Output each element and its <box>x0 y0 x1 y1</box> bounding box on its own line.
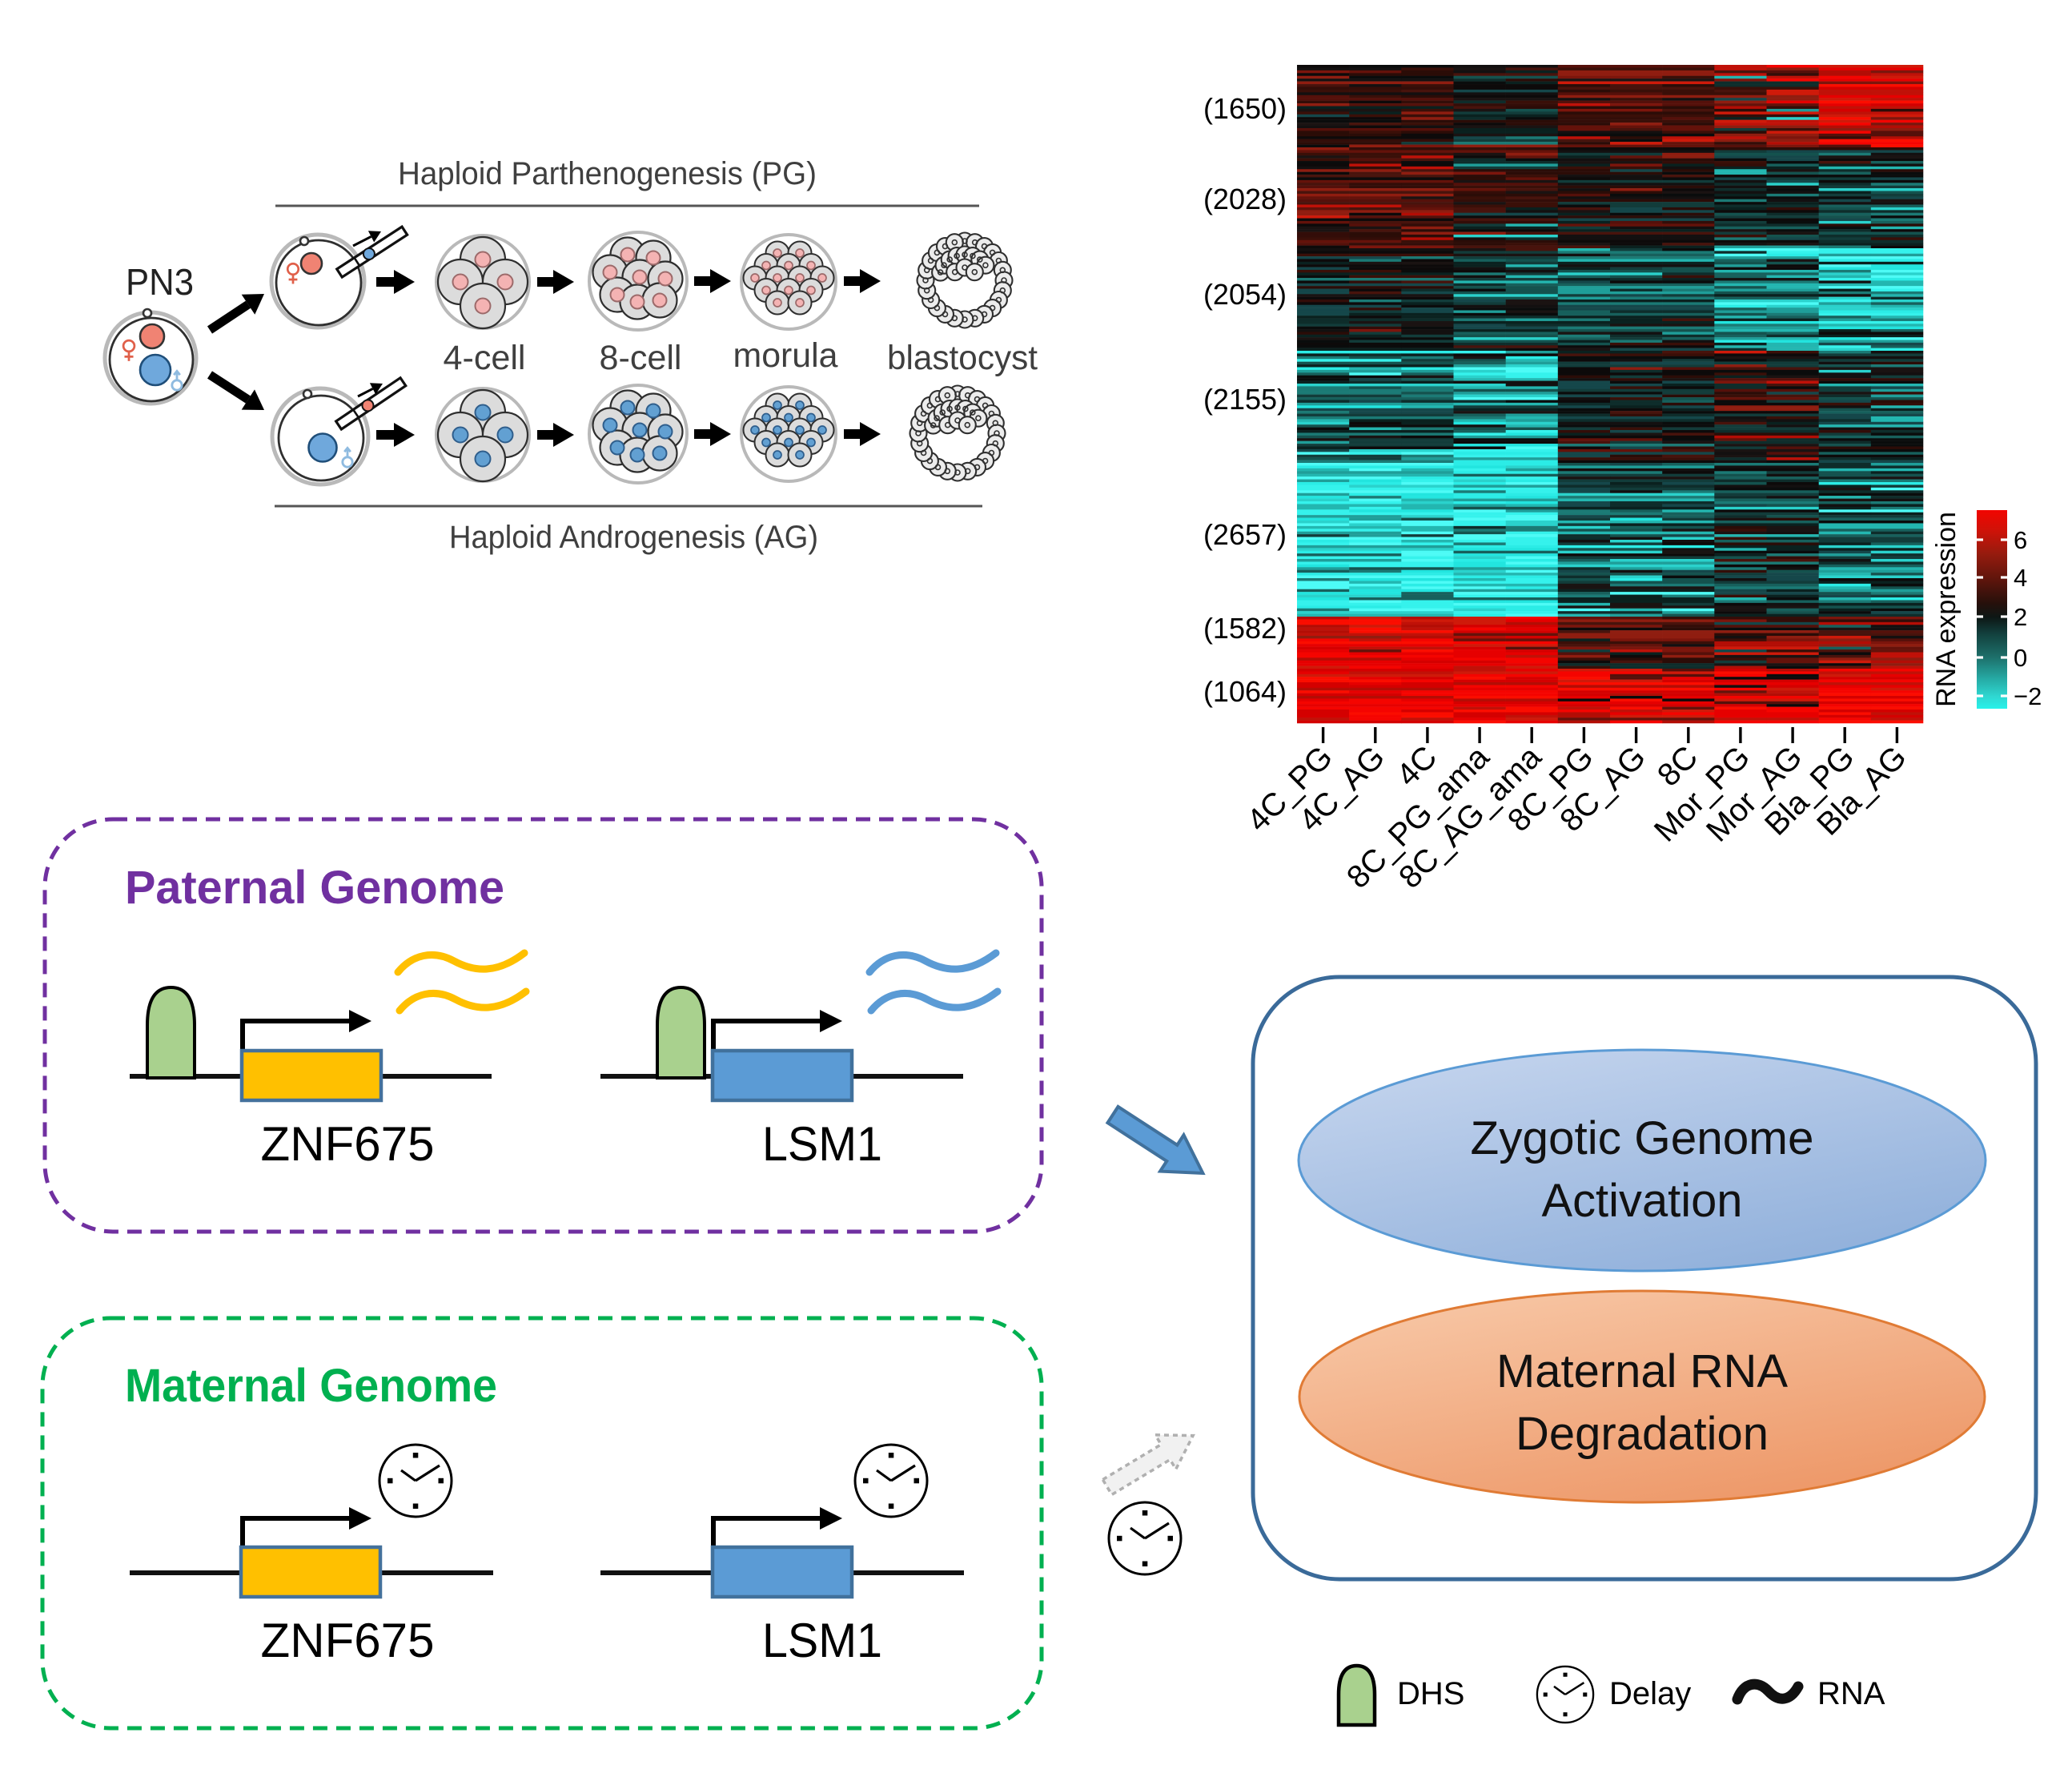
svg-text:(2054): (2054) <box>1203 278 1287 311</box>
svg-text:6: 6 <box>2014 526 2027 554</box>
svg-text:0: 0 <box>2014 644 2027 672</box>
svg-text:morula: morula <box>733 336 838 375</box>
svg-text:(1064): (1064) <box>1203 675 1287 708</box>
svg-text:4-cell: 4-cell <box>444 339 526 377</box>
svg-text:Maternal Genome: Maternal Genome <box>125 1360 497 1412</box>
svg-text:Maternal RNA: Maternal RNA <box>1496 1345 1788 1397</box>
svg-text:(1582): (1582) <box>1203 612 1287 645</box>
svg-text:(2028): (2028) <box>1203 183 1287 215</box>
svg-text:Activation: Activation <box>1542 1175 1743 1227</box>
svg-text:8-cell: 8-cell <box>600 339 682 377</box>
svg-text:blastocyst: blastocyst <box>887 339 1038 377</box>
svg-text:PN3: PN3 <box>126 261 194 303</box>
svg-text:(2155): (2155) <box>1203 383 1287 416</box>
svg-text:2: 2 <box>2014 603 2027 631</box>
svg-text:Haploid Androgenesis (AG): Haploid Androgenesis (AG) <box>449 520 818 555</box>
svg-text:LSM1: LSM1 <box>762 1117 882 1171</box>
svg-text:DHS: DHS <box>1397 1676 1464 1711</box>
svg-text:Paternal Genome: Paternal Genome <box>125 862 504 914</box>
svg-text:RNA expression: RNA expression <box>1931 512 1962 707</box>
svg-text:RNA: RNA <box>1817 1676 1885 1711</box>
svg-text:Zygotic Genome: Zygotic Genome <box>1471 1112 1814 1164</box>
svg-text:(2657): (2657) <box>1203 518 1287 551</box>
svg-text:LSM1: LSM1 <box>762 1614 882 1667</box>
svg-text:ZNF675: ZNF675 <box>261 1117 435 1171</box>
svg-text:Degradation: Degradation <box>1516 1408 1769 1460</box>
svg-text:Delay: Delay <box>1609 1676 1691 1711</box>
svg-text:(1650): (1650) <box>1203 92 1287 125</box>
svg-text:ZNF675: ZNF675 <box>261 1614 435 1667</box>
svg-text:−2: −2 <box>2014 682 2042 710</box>
svg-text:Haploid Parthenogenesis (PG): Haploid Parthenogenesis (PG) <box>398 156 817 191</box>
svg-text:4: 4 <box>2014 564 2027 592</box>
